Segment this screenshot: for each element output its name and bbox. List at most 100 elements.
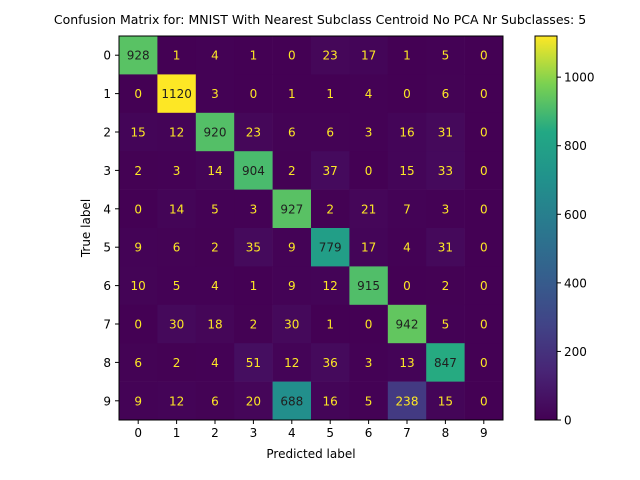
colorbar-tick-label: 800 (564, 139, 587, 153)
cell-value-label: 12 (169, 126, 184, 140)
cell-value-label: 2 (211, 241, 219, 255)
cell-value-label: 6 (173, 241, 181, 255)
cell-value-label: 7 (403, 202, 411, 216)
heatmap-cell (195, 304, 235, 344)
y-tick-label: 7 (103, 318, 111, 332)
cell-value-label: 9 (134, 394, 142, 408)
cell-value-label: 14 (169, 202, 184, 216)
cell-value-label: 0 (134, 318, 142, 332)
heatmap-cell (234, 266, 273, 306)
heatmap-cell (195, 36, 235, 75)
colorbar (534, 35, 558, 421)
cell-value-label: 4 (211, 49, 219, 63)
heatmap-cell (234, 151, 273, 190)
heatmap-cell (119, 189, 158, 229)
cell-value-label: 5 (365, 394, 373, 408)
cell-value-label: 0 (134, 202, 142, 216)
cell-value-label: 779 (319, 241, 342, 255)
heatmap-cell (119, 381, 158, 421)
heatmap-cell (387, 304, 427, 344)
heatmap-cell (195, 112, 235, 152)
cell-value-label: 0 (480, 49, 488, 63)
cell-value-label: 0 (365, 318, 373, 332)
heatmap-cell (387, 266, 427, 306)
cell-value-label: 35 (246, 241, 261, 255)
cell-value-label: 942 (396, 318, 419, 332)
heatmap-cell (349, 74, 389, 114)
y-tick-label: 0 (103, 49, 111, 63)
heatmap-cell (272, 112, 312, 152)
cell-value-label: 3 (173, 164, 181, 178)
heatmap-cell (311, 36, 350, 75)
cell-value-label: 0 (480, 394, 488, 408)
y-tick-label: 4 (103, 202, 111, 216)
cell-value-label: 1 (326, 87, 334, 101)
heatmap-cell (311, 74, 350, 114)
heatmap-cell (464, 343, 504, 382)
heatmap-cell (272, 266, 312, 306)
heatmap-cell (234, 189, 273, 229)
heatmap-cell (311, 189, 350, 229)
cell-value-label: 9 (134, 241, 142, 255)
heatmap-cell (464, 381, 504, 421)
cell-value-label: 15 (131, 126, 146, 140)
heatmap-cell (157, 151, 197, 190)
cell-value-label: 5 (442, 318, 450, 332)
cell-value-label: 0 (480, 241, 488, 255)
heatmap-cell (272, 189, 312, 229)
heatmap-cell (195, 74, 235, 114)
cell-value-label: 4 (403, 241, 411, 255)
cell-value-label: 20 (246, 394, 261, 408)
cell-value-label: 9 (288, 279, 296, 293)
heatmap-cell (234, 112, 273, 152)
heatmap-cell (272, 343, 312, 382)
cell-value-label: 1 (326, 318, 334, 332)
cell-value-label: 16 (323, 394, 338, 408)
cell-value-label: 2 (442, 279, 450, 293)
cell-value-label: 4 (365, 87, 373, 101)
x-tick-label: 3 (250, 426, 258, 440)
cell-value-label: 6 (134, 356, 142, 370)
heatmap-cell (464, 266, 504, 306)
heatmap-cell (272, 36, 312, 75)
heatmap-cell (272, 151, 312, 190)
colorbar-tick-label: 600 (564, 208, 587, 222)
x-tick-label: 1 (173, 426, 181, 440)
heatmap-cell (426, 343, 465, 382)
heatmap-cell (157, 266, 197, 306)
heatmap-cell (311, 304, 350, 344)
heatmap-cell (311, 343, 350, 382)
heatmap-cell (157, 228, 197, 267)
heatmap-cell (387, 228, 427, 267)
heatmap-cell (464, 228, 504, 267)
cell-value-label: 847 (434, 356, 457, 370)
heatmap-cell (311, 266, 350, 306)
cell-value-label: 0 (134, 87, 142, 101)
cell-value-label: 920 (204, 126, 227, 140)
cell-value-label: 0 (480, 356, 488, 370)
cell-value-label: 1 (250, 49, 258, 63)
heatmap-cell (387, 189, 427, 229)
cell-value-label: 23 (323, 49, 338, 63)
cell-value-label: 51 (246, 356, 261, 370)
y-tick-label: 5 (103, 241, 111, 255)
cell-value-label: 0 (480, 126, 488, 140)
heatmap-cell (311, 228, 350, 267)
heatmap-cell (349, 266, 389, 306)
cell-value-label: 6 (211, 394, 219, 408)
heatmap-cell (234, 228, 273, 267)
y-axis-ticks: 0 1 2 3 4 5 6 7 8 9 (103, 49, 119, 408)
heatmap-cell (426, 189, 465, 229)
heatmap-cell (426, 304, 465, 344)
cell-value-label: 3 (250, 202, 258, 216)
cell-value-label: 927 (280, 202, 303, 216)
heatmap-cell (272, 304, 312, 344)
cell-value-label: 1 (250, 279, 258, 293)
heatmap-cell (464, 304, 504, 344)
cell-value-label: 238 (396, 394, 419, 408)
cell-value-label: 0 (250, 87, 258, 101)
cell-value-label: 13 (399, 356, 414, 370)
heatmap-cell (272, 228, 312, 267)
heatmap-cell (387, 151, 427, 190)
heatmap-cell (311, 381, 350, 421)
